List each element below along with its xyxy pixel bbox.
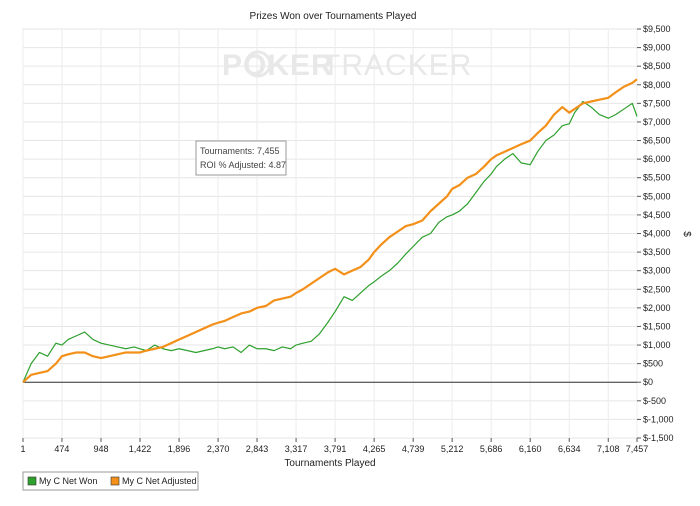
y-tick-label: $8,500 (643, 61, 671, 71)
legend-frame (22, 471, 199, 491)
y-tick-label: $-1,000 (643, 414, 674, 424)
x-tick-label: 6,160 (519, 444, 542, 454)
y-tick-label: $7,500 (643, 98, 671, 108)
y-tick-label: $2,500 (643, 284, 671, 294)
x-tick-label: 1 (20, 444, 25, 454)
x-tick-label: 948 (93, 444, 108, 454)
x-tick-label: 4,265 (363, 444, 386, 454)
watermark-text-tracker: TRACKER (322, 49, 472, 82)
series-line-net-won (22, 100, 638, 383)
series-layer (22, 78, 638, 384)
y-tick-label: $3,500 (643, 247, 671, 257)
info-roi: ROI % Adjusted: 4.87 (200, 160, 286, 170)
watermark-logo: POKER TRACKER (222, 49, 472, 82)
info-box-frame (195, 140, 287, 176)
x-tick-label: 7,108 (597, 444, 620, 454)
y-tick-label: $2,000 (643, 303, 671, 313)
y-tick-label: $-1,500 (643, 433, 674, 443)
x-tick-label: 7,457 (626, 444, 649, 454)
y-tick-label: $9,000 (643, 43, 671, 53)
y-tick-label: $4,500 (643, 210, 671, 220)
y-tick-label: $0 (643, 377, 653, 387)
x-tick-label: 6,634 (558, 444, 581, 454)
x-tick-label: 474 (54, 444, 69, 454)
chart-title: Prizes Won over Tournaments Played (250, 11, 417, 22)
legend-label-net-won: My C Net Won (39, 476, 97, 486)
y-axis-title: $ (681, 231, 692, 237)
x-tick-label: 1,422 (129, 444, 152, 454)
x-tick-label: 4,739 (402, 444, 425, 454)
x-tick-label: 5,686 (480, 444, 503, 454)
x-axis-title: Tournaments Played (284, 458, 375, 469)
y-tick-label: $1,500 (643, 321, 671, 331)
info-box: Tournaments: 7,455 ROI % Adjusted: 4.87 (195, 140, 287, 176)
y-tick-label: $3,000 (643, 266, 671, 276)
y-tick-label: $5,000 (643, 191, 671, 201)
y-tick-label: $9,500 (643, 24, 671, 34)
legend: My C Net Won My C Net Adjusted (22, 471, 199, 491)
x-tick-label: 5,212 (441, 444, 464, 454)
x-tick-label: 2,843 (246, 444, 269, 454)
y-tick-label: $6,500 (643, 136, 671, 146)
x-axis: 1 474 948 1,422 1,896 2,370 2,843 3,317 3,791 4,2… (20, 438, 648, 454)
x-tick-label: 3,791 (324, 444, 347, 454)
y-tick-label: $5,500 (643, 173, 671, 183)
y-axis: $-1,500 $-1,000 $-500 $0 $500 $1,000 $1,500 $2,… (637, 24, 674, 443)
y-tick-label: $4,000 (643, 229, 671, 239)
series-line-net-adjusted (22, 78, 638, 384)
y-tick-label: $8,000 (643, 80, 671, 90)
x-tick-label: 1,896 (168, 444, 191, 454)
y-tick-label: $6,000 (643, 154, 671, 164)
x-tick-label: 2,370 (207, 444, 230, 454)
watermark-chip-icon (244, 50, 272, 78)
legend-swatch-net-won (27, 476, 37, 486)
y-tick-label: $7,000 (643, 117, 671, 127)
legend-swatch-net-adjusted (110, 476, 120, 486)
x-tick-label: 3,317 (285, 444, 308, 454)
legend-label-net-adjusted: My C Net Adjusted (122, 476, 197, 486)
y-tick-label: $1,000 (643, 340, 671, 350)
y-tick-label: $-500 (643, 396, 666, 406)
watermark-text-poker: POKER (222, 49, 334, 82)
info-tournaments: Tournaments: 7,455 (200, 146, 280, 156)
y-tick-label: $500 (643, 359, 663, 369)
